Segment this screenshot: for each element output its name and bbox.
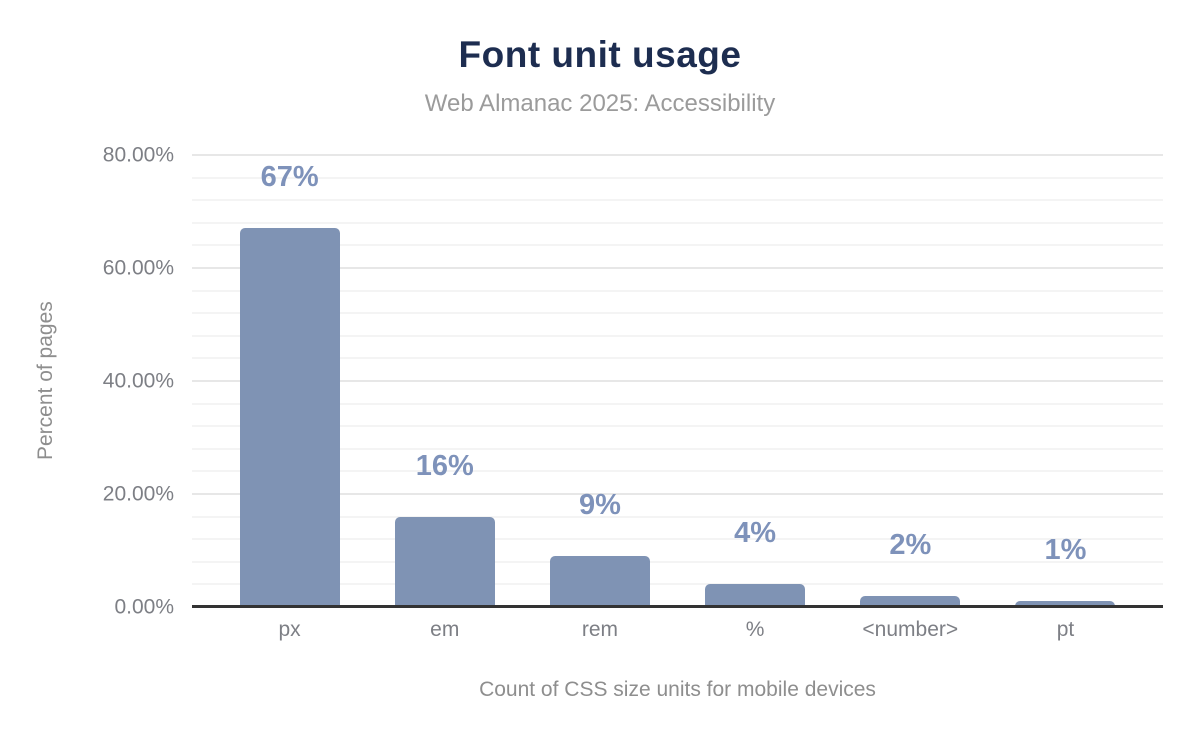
gridline-minor xyxy=(192,289,1163,292)
bar-slot-pt: 1% pt xyxy=(988,155,1143,641)
y-tick-label: 20.00% xyxy=(102,482,174,506)
bar xyxy=(239,228,340,607)
bar-value-label: 67% xyxy=(260,161,319,194)
gridline-minor xyxy=(192,447,1163,450)
bar-value-label: 9% xyxy=(578,489,621,522)
gridline-minor xyxy=(192,199,1163,202)
bar-value-label: 2% xyxy=(889,528,932,561)
x-tick-label: px xyxy=(278,618,301,641)
gridline-minor xyxy=(192,221,1163,224)
x-tick-label: em xyxy=(430,618,460,641)
bar xyxy=(705,584,806,607)
gridline-minor xyxy=(192,538,1163,541)
bars-band: 67% px 16% em 9% rem 4%% 2% <number> 1% pt xyxy=(192,155,1163,641)
y-axis-tick-labels: 0.00% 20.00% 40.00% 60.00% 80.00% xyxy=(0,145,182,618)
plot-area: 67% px 16% em 9% rem 4%% 2% <number> 1% pt xyxy=(192,154,1163,641)
y-tick-label: 80.00% xyxy=(102,143,174,167)
gridline-minor xyxy=(192,470,1163,473)
bar-value-label: 16% xyxy=(415,449,474,482)
y-tick-label: 60.00% xyxy=(102,256,174,280)
bar xyxy=(394,516,495,607)
bar-slot-rem: 9% rem xyxy=(522,155,677,641)
gridline-minor xyxy=(192,357,1163,360)
bar-slot-number: 2% <number> xyxy=(833,155,988,641)
chart-title: Font unit usage xyxy=(458,34,742,75)
bar-slot-: 4%% xyxy=(678,155,833,641)
gridline-major xyxy=(192,493,1163,495)
gridline-minor xyxy=(192,334,1163,337)
x-tick-label: pt xyxy=(1056,618,1075,641)
gridline-minor xyxy=(192,176,1163,179)
y-tick-label: 0.00% xyxy=(114,595,174,619)
gridline-major xyxy=(192,267,1163,269)
gridline-minor xyxy=(192,583,1163,586)
y-tick-label: 40.00% xyxy=(102,369,174,393)
gridline-minor xyxy=(192,402,1163,405)
bar-slot-px: 67% px xyxy=(212,155,367,641)
gridline-minor xyxy=(192,244,1163,247)
gridline-major xyxy=(192,154,1163,156)
gridline-minor xyxy=(192,515,1163,518)
bar xyxy=(860,595,961,607)
gridline-minor xyxy=(192,312,1163,315)
bar xyxy=(549,556,650,607)
bar-slot-em: 16% em xyxy=(367,155,522,641)
bar xyxy=(1015,601,1116,607)
bar-value-label: 4% xyxy=(734,517,777,550)
gridline-major xyxy=(192,380,1163,382)
x-tick-label: % xyxy=(745,618,765,641)
chart-subtitle: Web Almanac 2025: Accessibility xyxy=(424,90,776,117)
bar-value-label: 1% xyxy=(1044,534,1087,567)
x-axis-title: Count of CSS size units for mobile devic… xyxy=(479,678,876,701)
gridline-minor xyxy=(192,560,1163,563)
x-axis-line xyxy=(192,605,1163,608)
x-tick-label: rem xyxy=(581,618,619,641)
gridline-minor xyxy=(192,425,1163,428)
x-tick-label: <number> xyxy=(862,618,959,641)
